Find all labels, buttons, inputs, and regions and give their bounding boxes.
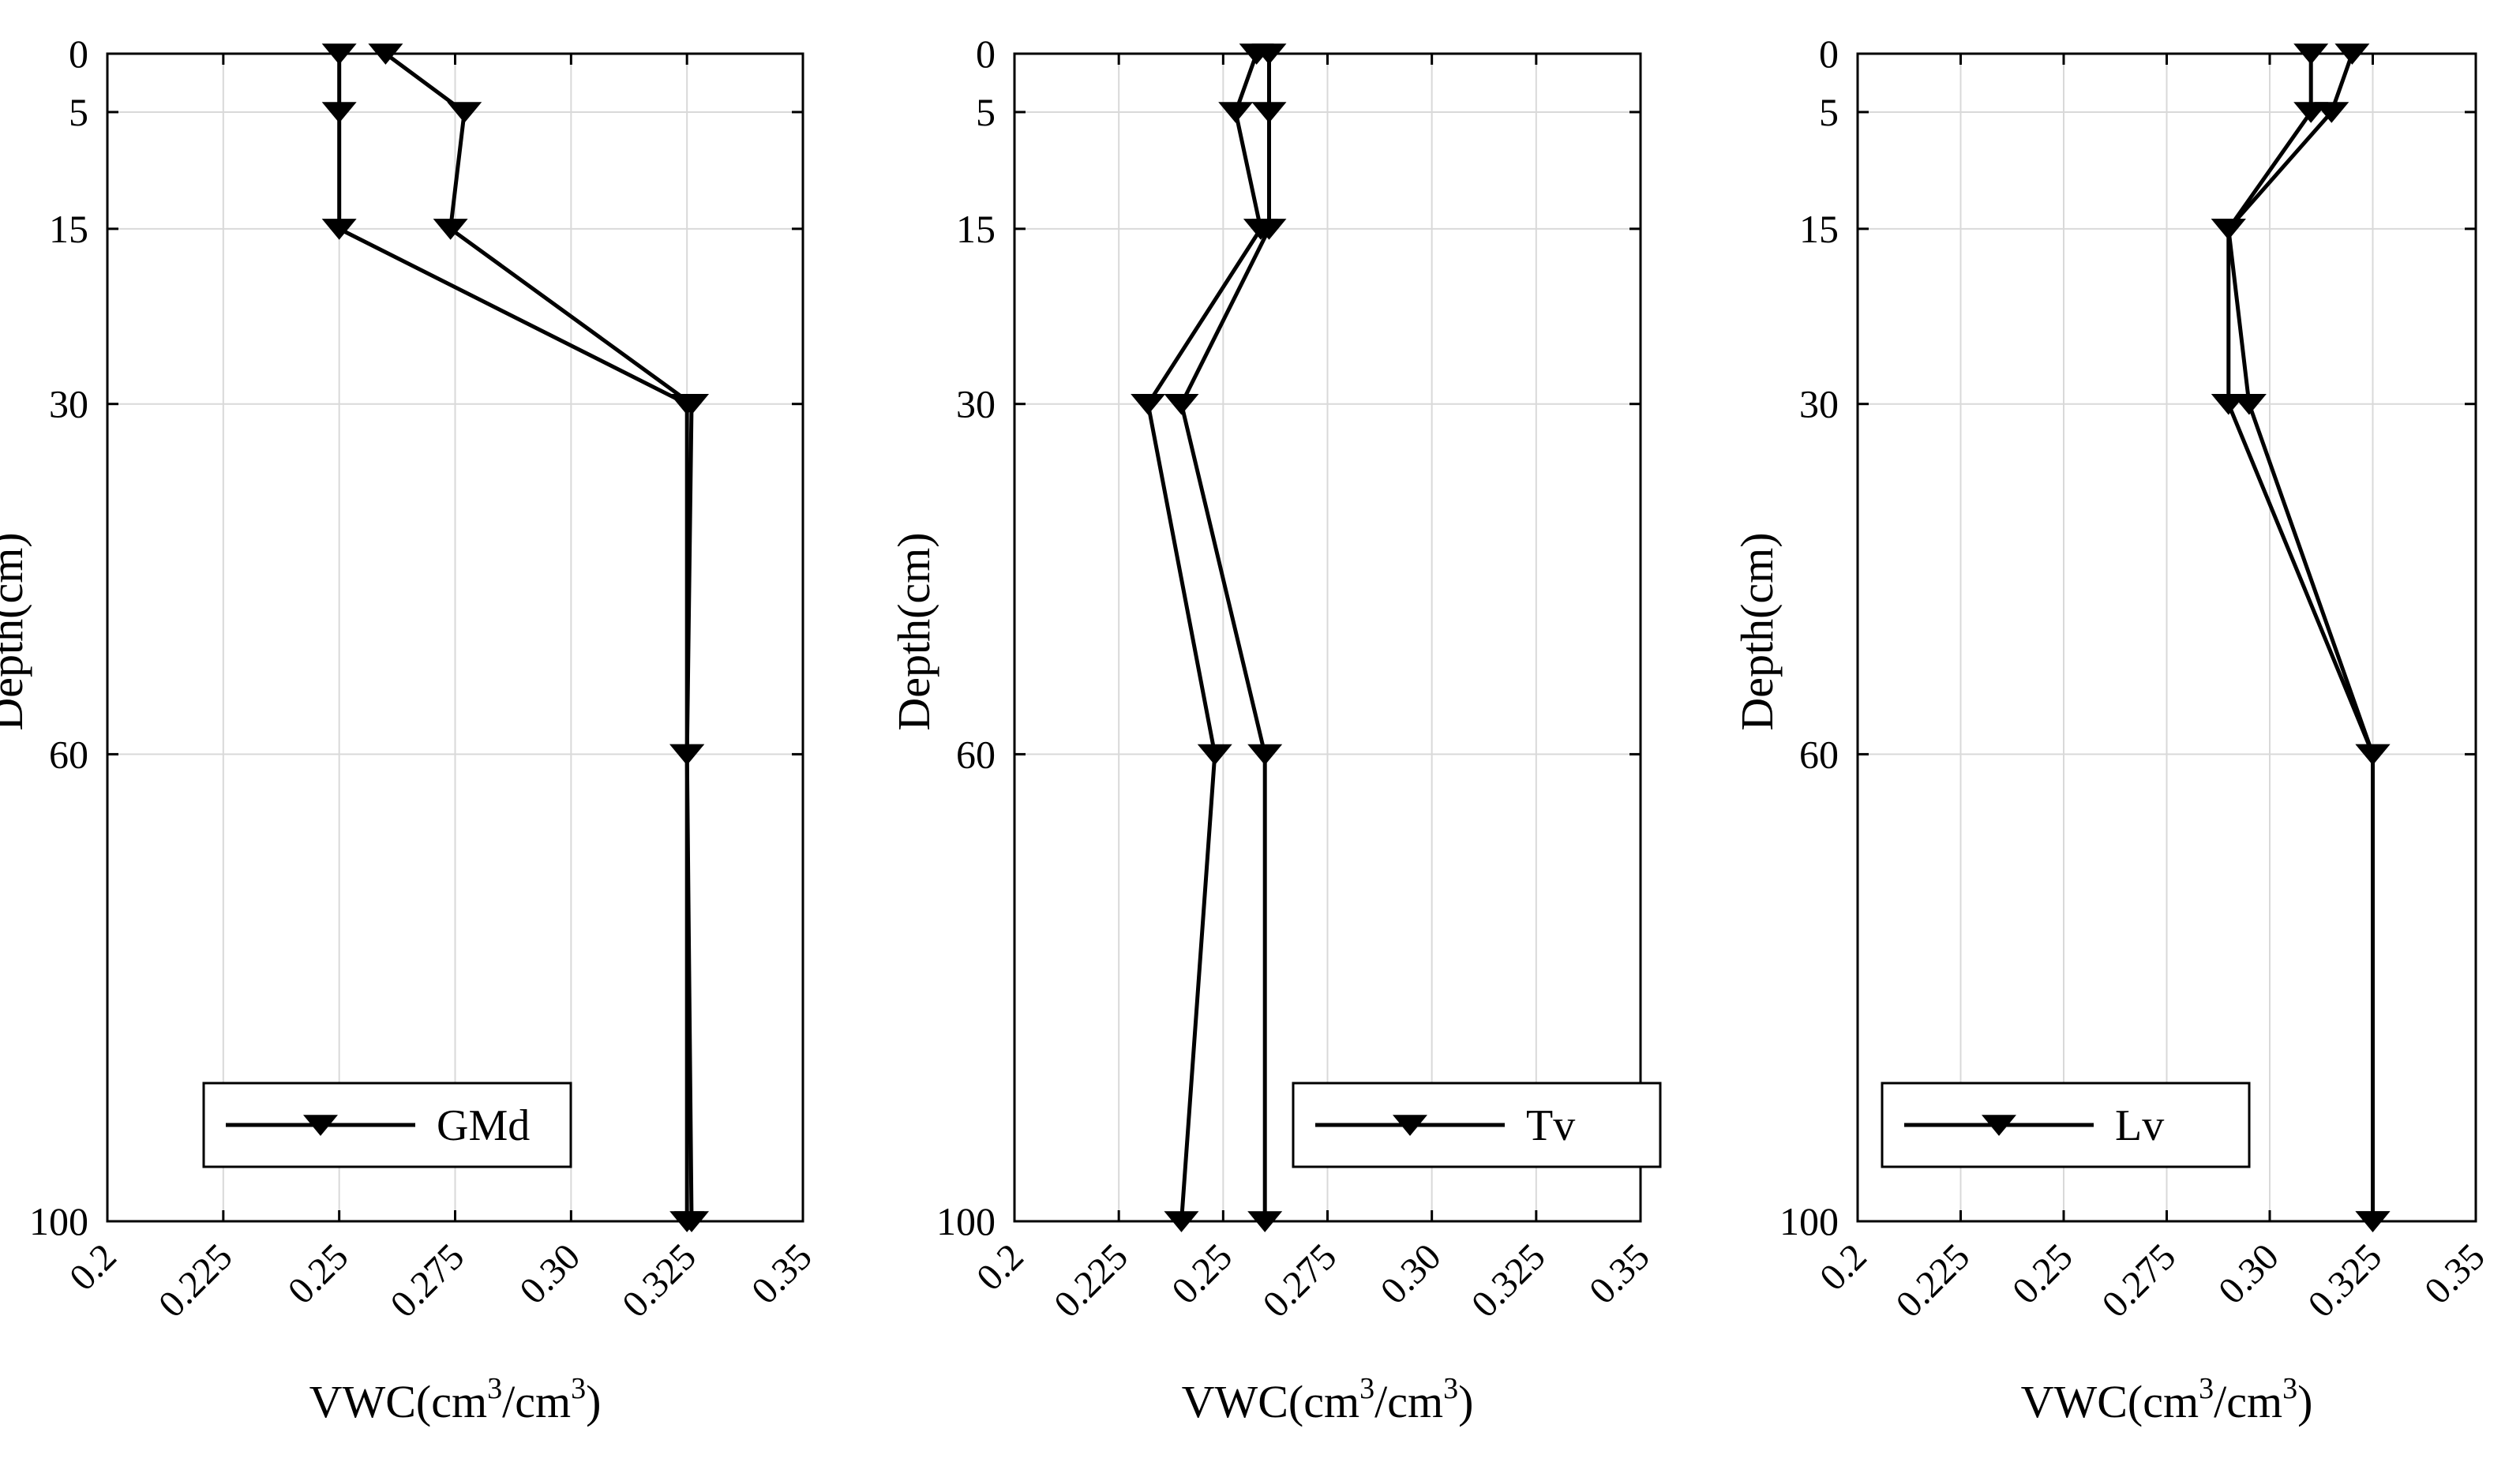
data-point-triangle-marker <box>1251 219 1287 240</box>
y-axis-label: Depth(cm) <box>888 532 939 730</box>
data-point-triangle-marker <box>2355 1211 2391 1232</box>
x-axis-label: VWC(cm3/cm3) <box>2021 1372 2313 1427</box>
grid-lines <box>1014 54 1641 1221</box>
data-point-triangle-marker <box>321 219 357 240</box>
data-point-triangle-marker <box>1164 1211 1199 1232</box>
data-point-triangle-marker <box>2314 102 2349 123</box>
data-point-triangle-marker <box>669 744 705 766</box>
legend-marker-triangle-icon <box>303 1115 338 1136</box>
y-tick-label: 30 <box>1799 382 1839 426</box>
y-tick-label: 15 <box>1799 207 1839 251</box>
data-series <box>1131 43 1287 1232</box>
y-tick-label: 0 <box>69 32 88 76</box>
legend-label: Lv <box>2115 1101 2164 1150</box>
legend-label: Tv <box>1526 1101 1575 1150</box>
data-point-triangle-marker <box>1218 102 1254 123</box>
legend: GMd <box>202 1082 572 1168</box>
data-series <box>321 43 710 1232</box>
data-point-triangle-marker <box>674 1211 710 1232</box>
y-tick-label: 100 <box>29 1199 88 1243</box>
grid-lines <box>1858 54 2476 1221</box>
data-point-triangle-marker <box>1251 102 1287 123</box>
legend: Lv <box>1881 1082 2251 1168</box>
x-axis-label: VWC(cm3/cm3) <box>309 1372 602 1427</box>
data-point-triangle-marker <box>321 43 357 65</box>
data-point-triangle-marker <box>1131 393 1166 415</box>
y-tick-label: 100 <box>1779 1199 1839 1243</box>
data-point-triangle-marker <box>368 43 403 65</box>
grid-lines <box>107 54 803 1221</box>
y-axis-label: Depth(cm) <box>1731 532 1783 730</box>
y-axis: 0 5 15 30 60 100 <box>936 32 1641 1243</box>
y-tick-label: 30 <box>49 382 88 426</box>
data-point-triangle-marker <box>2231 393 2267 415</box>
data-point-triangle-marker <box>321 102 357 123</box>
data-point-triangle-marker <box>2293 43 2329 65</box>
y-axis-label: Depth(cm) <box>0 532 32 730</box>
data-point-triangle-marker <box>433 219 468 240</box>
y-tick-label: 5 <box>976 90 996 134</box>
y-tick-label: 60 <box>49 732 88 776</box>
y-tick-label: 0 <box>976 32 996 76</box>
data-point-triangle-marker <box>674 393 710 415</box>
y-tick-label: 15 <box>49 207 88 251</box>
y-tick-label: 100 <box>936 1199 996 1243</box>
data-point-triangle-marker <box>1197 744 1232 766</box>
y-axis: 0 5 15 30 60 100 <box>29 32 803 1243</box>
data-point-triangle-marker <box>2334 43 2370 65</box>
data-point-triangle-marker <box>1251 43 1287 65</box>
legend-marker-triangle-icon <box>1982 1115 2016 1136</box>
y-tick-label: 5 <box>1819 90 1839 134</box>
data-series <box>2211 43 2391 1232</box>
x-axis-label: VWC(cm3/cm3) <box>1182 1372 1474 1427</box>
legend-label: GMd <box>437 1101 530 1150</box>
y-tick-label: 60 <box>956 732 996 776</box>
data-point-triangle-marker <box>1247 1211 1283 1232</box>
legend-marker-triangle-icon <box>1393 1115 1427 1136</box>
data-point-triangle-marker <box>2211 219 2246 240</box>
y-tick-label: 60 <box>1799 732 1839 776</box>
data-point-triangle-marker <box>2355 744 2391 766</box>
y-tick-label: 15 <box>956 207 996 251</box>
data-point-triangle-marker <box>1164 393 1199 415</box>
y-tick-label: 5 <box>69 90 88 134</box>
y-tick-label: 0 <box>1819 32 1839 76</box>
y-axis: 0 5 15 30 60 100 <box>1779 32 2476 1243</box>
legend: Tv <box>1292 1082 1662 1168</box>
data-point-triangle-marker <box>447 102 482 123</box>
data-point-triangle-marker <box>1247 744 1283 766</box>
y-tick-label: 30 <box>956 382 996 426</box>
